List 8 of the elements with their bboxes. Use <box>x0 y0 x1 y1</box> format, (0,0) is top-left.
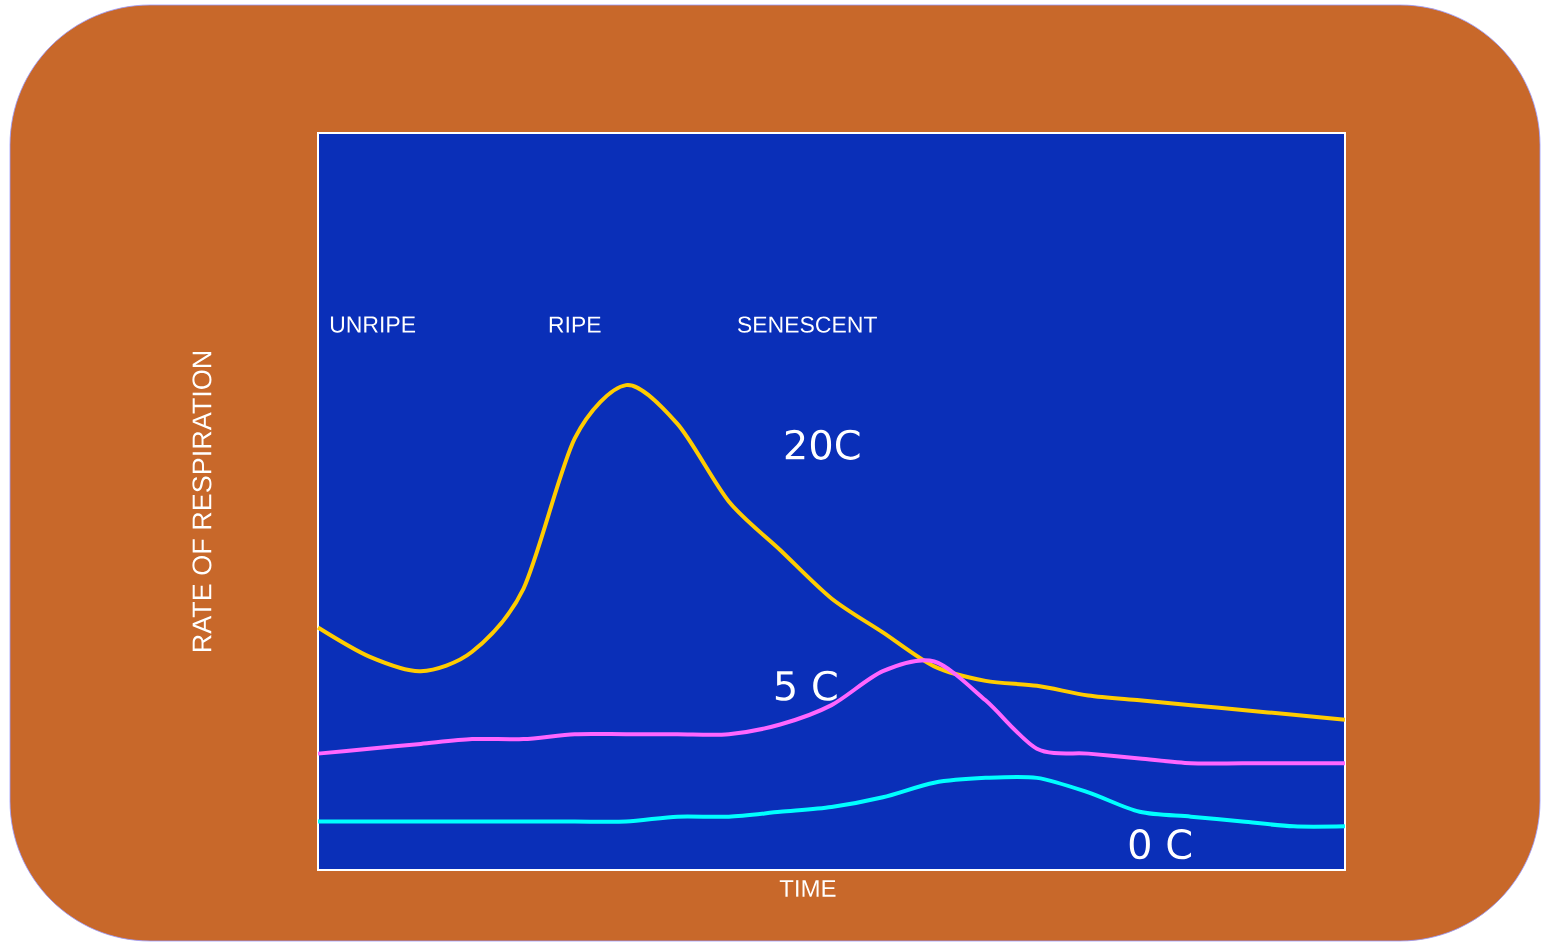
series-label: 20C <box>785 429 860 460</box>
series-label: 5 C <box>775 670 837 701</box>
text: RIPE <box>549 316 601 333</box>
text: SENESCENT <box>737 316 877 333</box>
text: UNRIPE <box>330 316 416 333</box>
series-label: 0 C <box>1129 829 1191 860</box>
x-axis-title: TIME <box>779 880 836 897</box>
y-axis-title: RATE OF RESPIRATION <box>192 351 212 652</box>
